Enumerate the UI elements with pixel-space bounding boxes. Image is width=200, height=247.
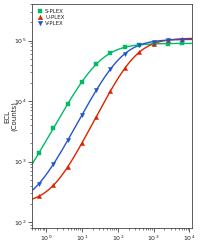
Line: S-PLEX: S-PLEX [37, 41, 184, 155]
S-PLEX [66, 103, 69, 105]
U-PLEX [138, 51, 140, 54]
U-PLEX [52, 184, 55, 187]
S-PLEX [81, 80, 83, 83]
V-PLEX [109, 68, 112, 71]
S-PLEX [95, 63, 97, 66]
V-PLEX [66, 139, 69, 142]
S-PLEX [52, 127, 55, 130]
S-PLEX [38, 151, 40, 154]
U-PLEX [95, 115, 97, 118]
Line: V-PLEX: V-PLEX [37, 38, 184, 185]
U-PLEX [123, 67, 126, 70]
S-PLEX [123, 46, 126, 49]
U-PLEX [66, 165, 69, 168]
V-PLEX [152, 40, 155, 43]
U-PLEX [181, 37, 183, 40]
U-PLEX [167, 39, 169, 41]
V-PLEX [181, 38, 183, 41]
V-PLEX [138, 44, 140, 47]
S-PLEX [181, 42, 183, 45]
V-PLEX [81, 114, 83, 117]
S-PLEX [167, 42, 169, 45]
V-PLEX [52, 163, 55, 166]
U-PLEX [109, 89, 112, 92]
U-PLEX [38, 195, 40, 198]
S-PLEX [152, 42, 155, 45]
V-PLEX [123, 52, 126, 55]
U-PLEX [81, 142, 83, 144]
U-PLEX [152, 42, 155, 45]
V-PLEX [167, 39, 169, 41]
V-PLEX [38, 182, 40, 185]
Line: U-PLEX: U-PLEX [37, 37, 184, 198]
S-PLEX [138, 43, 140, 46]
V-PLEX [95, 89, 97, 92]
S-PLEX [109, 52, 112, 55]
Y-axis label: ECL
(Counts): ECL (Counts) [4, 101, 18, 131]
Legend: S-PLEX, U-PLEX, V-PLEX: S-PLEX, U-PLEX, V-PLEX [35, 7, 66, 28]
